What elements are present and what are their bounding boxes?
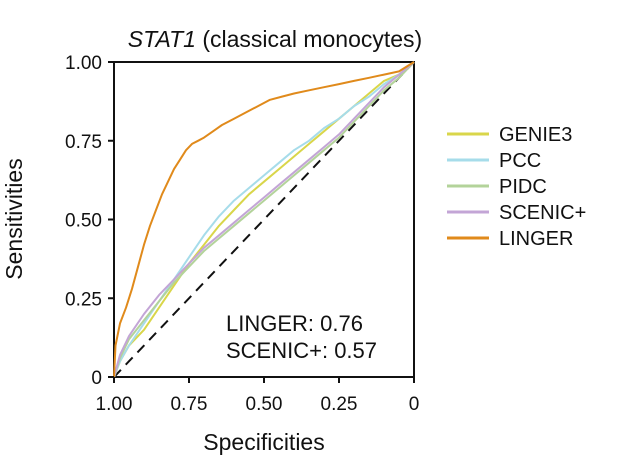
legend: GENIE3 PCC PIDC SCENIC+ LINGER [447, 124, 586, 250]
y-tick-label: 1.00 [65, 53, 102, 74]
series-line-linger [113, 61, 415, 378]
legend-label: PCC [499, 150, 541, 172]
y-tick-label: 0.75 [65, 132, 102, 153]
legend-label: LINGER [499, 228, 573, 250]
x-tick-label: 0.75 [171, 394, 208, 415]
series-lines [113, 61, 415, 378]
y-tick-label: 0.50 [65, 211, 102, 232]
chart-title-rest: (classical monocytes) [196, 26, 422, 52]
x-tick-label: 0 [409, 394, 420, 415]
x-axis-title: Specificities [203, 429, 324, 455]
x-tick-label: 0.50 [246, 394, 283, 415]
y-axis-title: Sensitivities [1, 158, 27, 279]
y-tick-label: 0.25 [65, 289, 102, 310]
auc-annotation-linger: LINGER: 0.76 [226, 311, 363, 336]
x-tick-label: 1.00 [96, 394, 133, 415]
series-line-pidc [113, 61, 415, 378]
y-axis-ticks: 0 0.25 0.50 0.75 1.00 [65, 53, 114, 389]
x-tick-label: 0.25 [321, 394, 358, 415]
legend-label: GENIE3 [499, 124, 572, 146]
series-line-genie3 [113, 61, 415, 378]
x-axis-ticks: 1.00 0.75 0.50 0.25 0 [96, 377, 420, 415]
chart-title: STAT1 (classical monocytes) [128, 26, 422, 52]
series-line-scenic [113, 61, 415, 378]
reference-diagonal-line [113, 61, 415, 378]
legend-label: PIDC [499, 176, 547, 198]
auc-annotation-scenic-plus: SCENIC+: 0.57 [226, 338, 377, 363]
y-tick-label: 0 [91, 368, 102, 389]
legend-label: SCENIC+ [499, 202, 586, 224]
chart-title-italic: STAT1 [128, 26, 196, 52]
